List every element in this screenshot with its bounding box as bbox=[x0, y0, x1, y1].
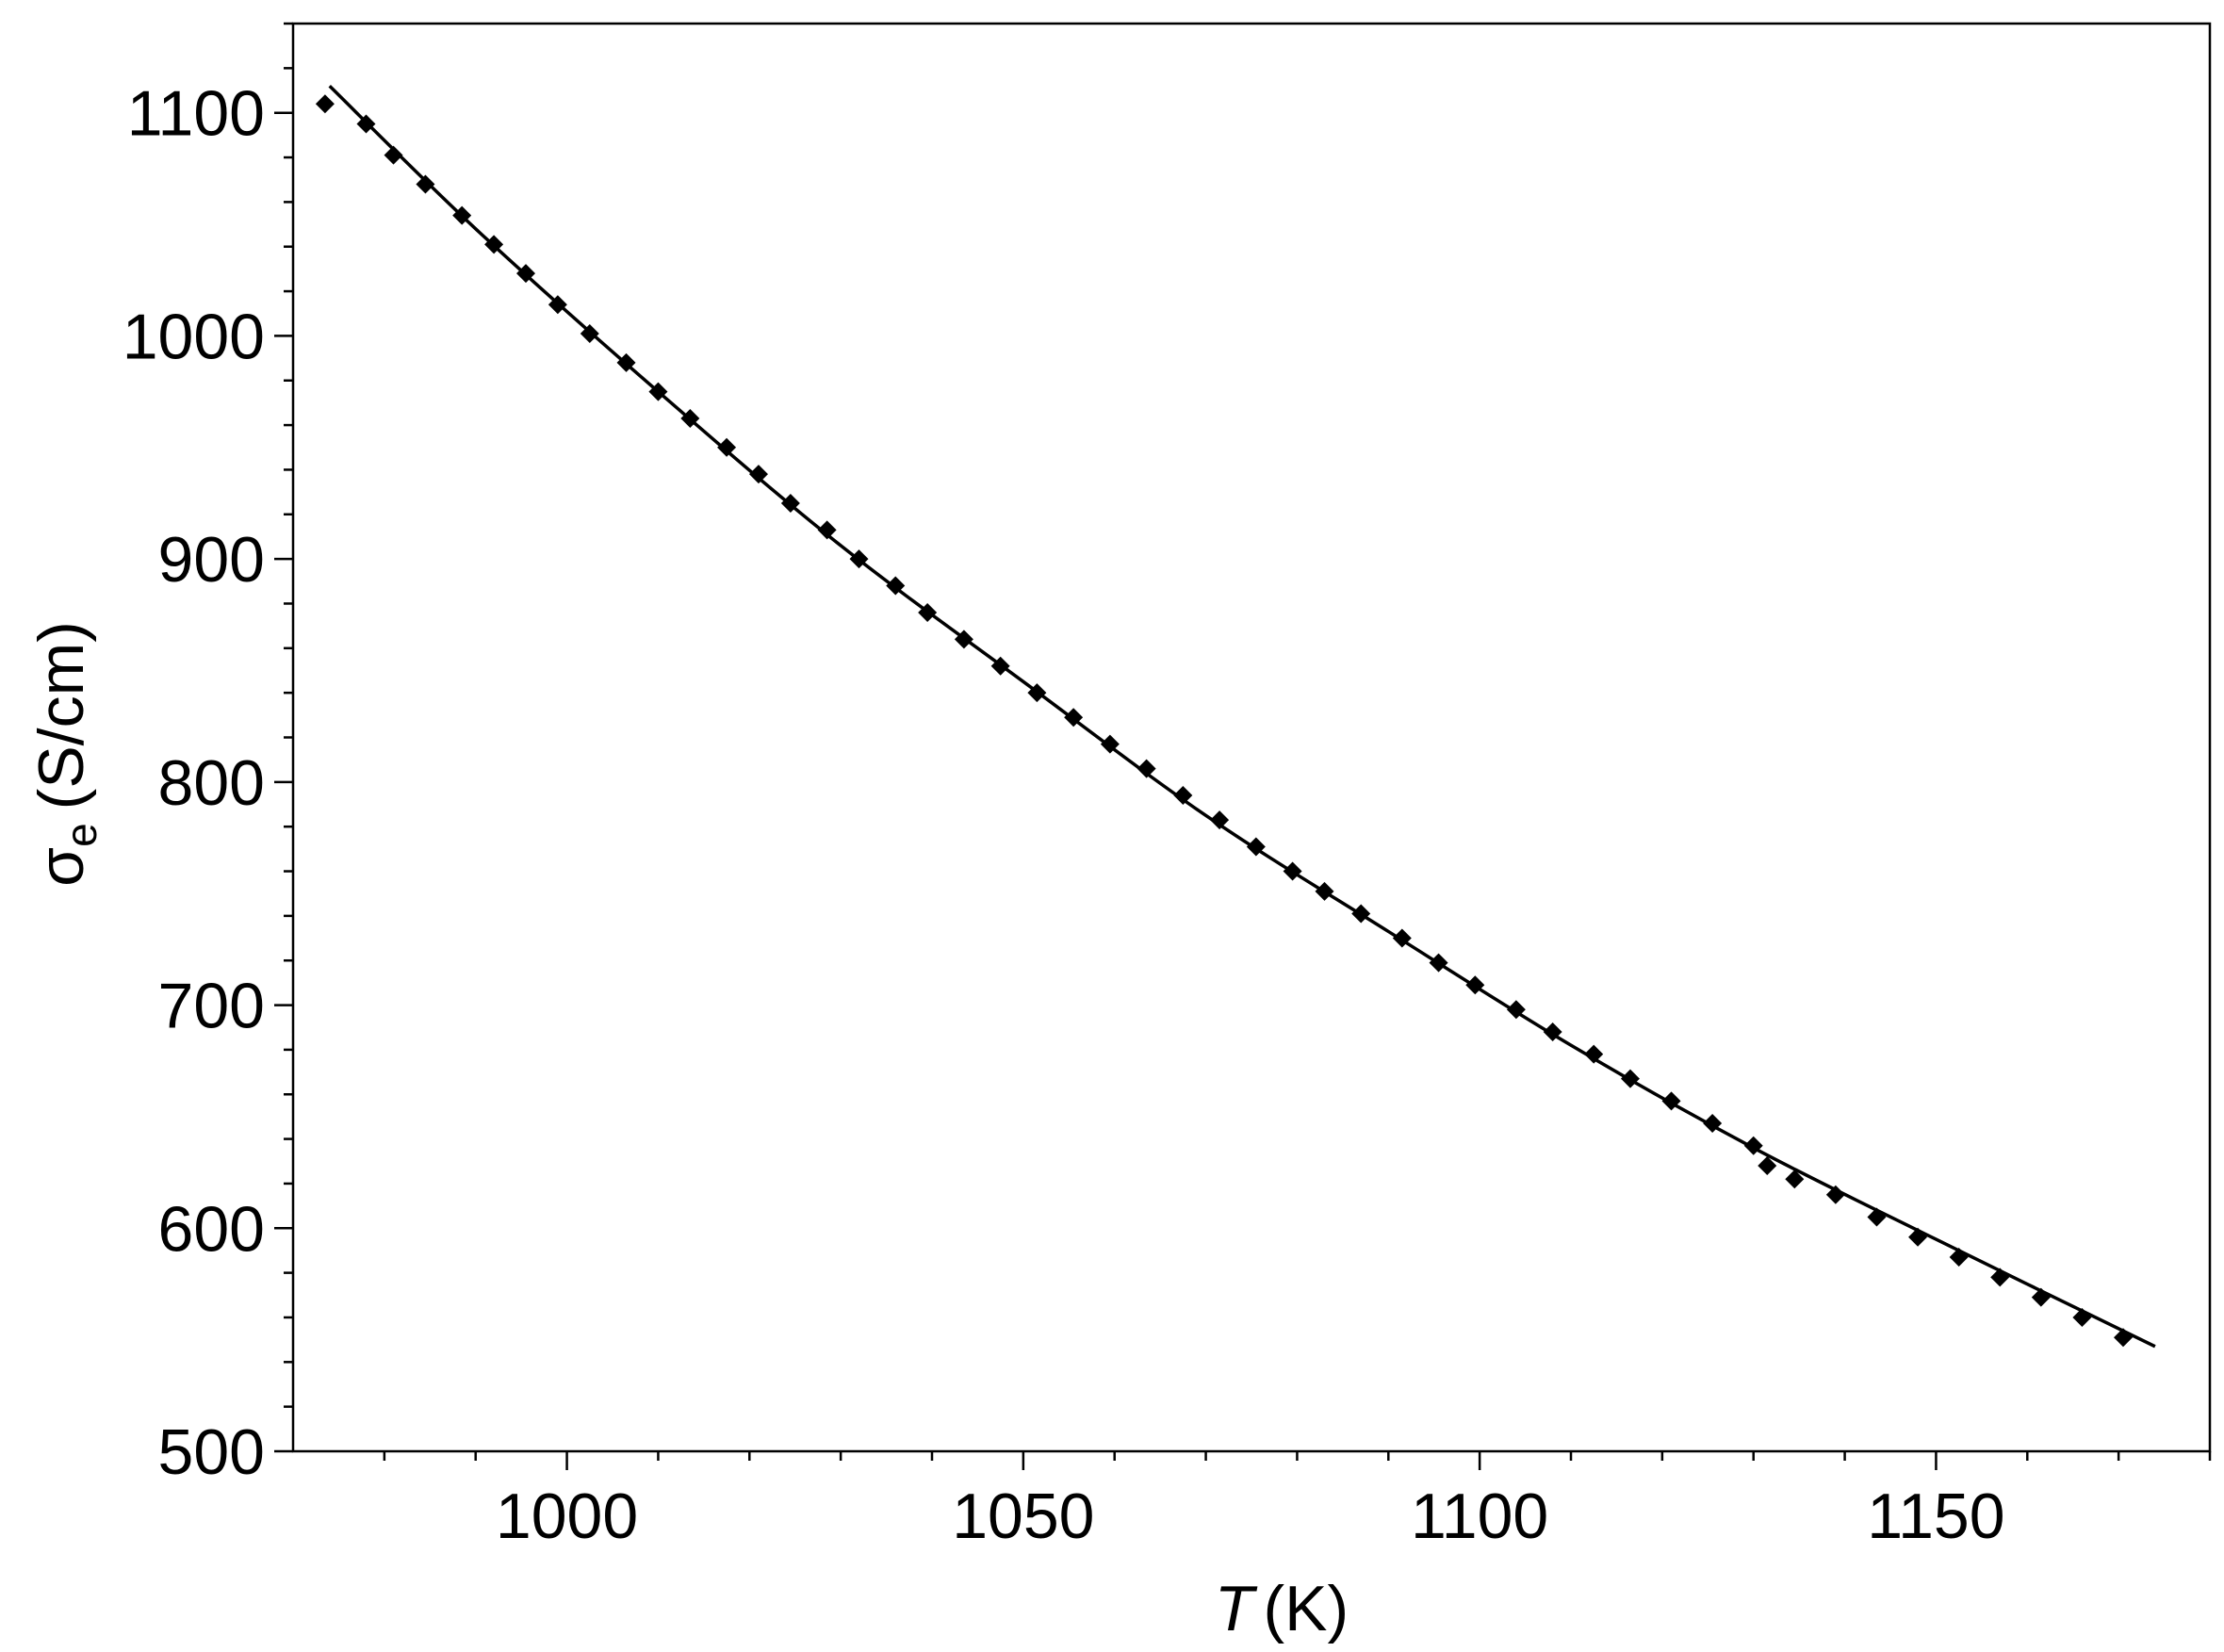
y-axis-symbol: σ bbox=[25, 847, 97, 887]
data-point bbox=[416, 174, 435, 194]
y-tick-label: 800 bbox=[158, 747, 265, 819]
plot-area bbox=[315, 85, 2156, 1349]
data-point bbox=[1137, 759, 1156, 778]
x-tick-label: 1150 bbox=[1867, 1480, 2004, 1552]
data-point bbox=[1584, 1044, 1604, 1064]
x-axis-label: T (K) bbox=[1215, 1573, 1349, 1644]
y-tick-label: 900 bbox=[158, 524, 265, 596]
data-point bbox=[817, 520, 837, 540]
y-tick-label: 600 bbox=[158, 1193, 265, 1265]
data-point bbox=[748, 465, 768, 484]
x-axis-unit: (K) bbox=[1263, 1573, 1349, 1644]
data-point bbox=[717, 437, 737, 457]
data-point bbox=[1210, 810, 1230, 830]
x-tick-label: 1000 bbox=[496, 1480, 638, 1552]
data-point bbox=[1173, 786, 1193, 806]
y-axis-label: σe (S/cm) bbox=[25, 621, 106, 887]
fit-curve bbox=[328, 85, 2156, 1349]
y-tick-label: 1000 bbox=[123, 301, 265, 372]
data-point bbox=[384, 145, 403, 165]
y-axis: 500 600 700 800 900 1000 1100 bbox=[123, 22, 293, 1488]
y-tick-label: 1100 bbox=[127, 78, 265, 150]
x-tick-label: 1050 bbox=[952, 1480, 1094, 1552]
data-point bbox=[1758, 1156, 1777, 1175]
x-axis-symbol: T bbox=[1215, 1573, 1258, 1644]
data-point bbox=[1825, 1185, 1845, 1204]
x-axis: 1000 1050 1100 1150 bbox=[383, 1451, 2212, 1552]
x-tick-label: 1100 bbox=[1411, 1480, 1548, 1552]
data-point bbox=[1785, 1169, 1805, 1189]
y-axis-unit: (S/cm) bbox=[25, 621, 97, 810]
y-tick-label: 500 bbox=[158, 1416, 265, 1488]
data-point bbox=[315, 94, 335, 114]
y-axis-subscript: e bbox=[57, 823, 106, 847]
y-tick-label: 700 bbox=[158, 971, 265, 1042]
